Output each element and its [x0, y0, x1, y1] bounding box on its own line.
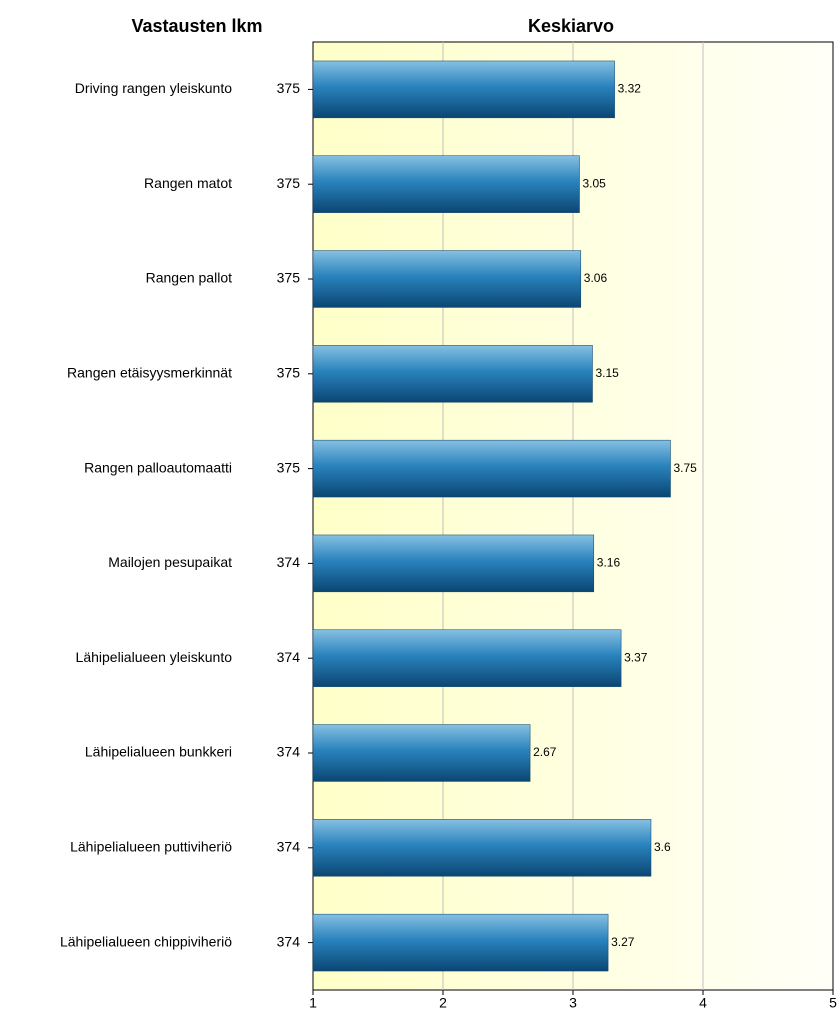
count-label: 375 [277, 175, 301, 191]
value-label: 3.27 [611, 935, 635, 949]
value-label: 2.67 [533, 745, 557, 759]
category-label: Lähipelialueen chippiviheriö [60, 933, 232, 949]
x-tick-label: 2 [439, 995, 447, 1011]
value-label: 3.06 [584, 271, 608, 285]
value-label: 3.37 [624, 650, 648, 664]
count-label: 375 [277, 270, 301, 286]
category-label: Driving rangen yleiskunto [75, 80, 232, 96]
category-label: Lähipelialueen bunkkeri [85, 744, 232, 760]
count-label: 374 [277, 649, 301, 665]
value-label: 3.6 [654, 840, 671, 854]
x-tick-label: 5 [829, 995, 837, 1011]
bar [312, 60, 615, 119]
category-label: Rangen etäisyysmerkinnät [67, 365, 232, 381]
x-tick-label: 4 [699, 995, 707, 1011]
count-label: 374 [277, 839, 301, 855]
category-label: Rangen palloautomaatti [84, 459, 232, 475]
count-label: 375 [277, 459, 301, 475]
category-label: Lähipelialueen yleiskunto [76, 649, 233, 665]
value-label: 3.32 [618, 82, 642, 96]
bar [312, 819, 652, 877]
count-label: 374 [277, 744, 301, 760]
count-label: 375 [277, 365, 301, 381]
count-title: Vastausten lkm [131, 16, 262, 36]
bar [312, 913, 609, 972]
count-label: 375 [277, 80, 301, 96]
bar [312, 439, 671, 498]
category-label: Lähipelialueen puttiviheriö [70, 839, 232, 855]
value-label: 3.15 [596, 366, 620, 380]
count-label: 374 [277, 554, 301, 570]
bar [312, 629, 622, 687]
value-label: 3.05 [583, 176, 607, 190]
bar [312, 155, 580, 213]
bar [312, 250, 582, 308]
value-label: 3.16 [597, 556, 621, 570]
x-tick-label: 3 [569, 995, 577, 1011]
chart-title: Keskiarvo [528, 16, 614, 36]
x-tick-label: 1 [309, 995, 317, 1011]
category-label: Rangen matot [144, 175, 232, 191]
bar [312, 534, 595, 593]
bar [312, 345, 593, 403]
category-label: Mailojen pesupaikat [108, 554, 232, 570]
category-label: Rangen pallot [146, 270, 233, 286]
bar [312, 724, 531, 782]
count-label: 374 [277, 933, 301, 949]
value-label: 3.75 [674, 461, 698, 475]
